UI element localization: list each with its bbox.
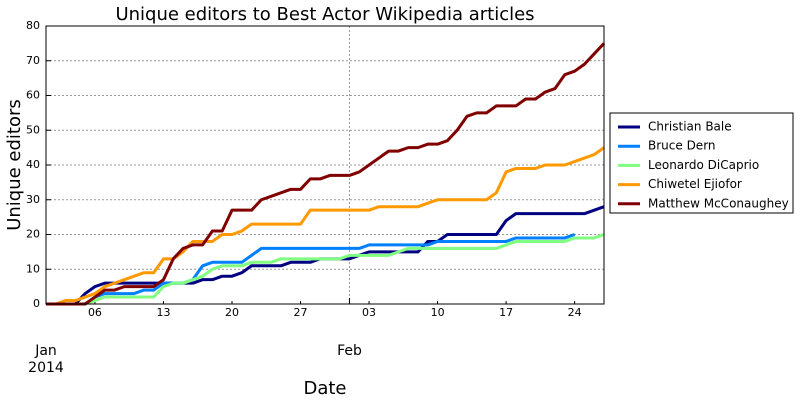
x-year-label: 2014 [28,360,64,376]
legend-label: Matthew McConaughey [648,196,789,210]
x-tick-label: 10 [431,306,445,319]
legend-box [609,112,794,214]
x-major-tick-label: Feb [337,343,362,359]
y-tick-label: 0 [33,297,40,310]
y-tick-label: 40 [26,158,40,171]
x-tick-label: 13 [156,306,170,319]
y-tick-label: 50 [26,123,40,136]
x-tick-label: 24 [568,306,582,319]
x-tick-label: 17 [499,306,513,319]
y-tick-label: 10 [26,262,40,275]
x-major-tick-label: Jan [34,343,57,359]
legend-label: Leonardo DiCaprio [648,158,759,172]
series-line [46,233,576,306]
y-tick-label: 20 [26,228,40,241]
x-tick-label: 06 [88,306,102,319]
legend-label: Bruce Dern [648,139,716,153]
x-axis-label: Date [303,378,346,399]
legend: Christian Bale Bruce Dern Leonardo DiCapri… [609,112,794,214]
chart-title: Unique editors to Best Actor Wikipedia a… [115,4,534,25]
x-tick-label: 03 [362,306,376,319]
x-tick-label: 27 [294,306,308,319]
series-line [46,205,605,306]
series-line [46,146,605,306]
y-tick-label: 70 [26,54,40,67]
x-tick-label: 20 [225,306,239,319]
legend-label: Christian Bale [648,120,732,134]
y-tick-label: 60 [26,89,40,102]
series-line [46,233,605,306]
series-line [46,42,606,306]
y-tick-label: 80 [26,19,40,32]
y-axis-label: Unique editors [4,99,25,231]
plot-frame [45,25,605,305]
legend-label: Chiwetel Ejiofor [648,177,742,191]
y-tick-label: 30 [26,193,40,206]
